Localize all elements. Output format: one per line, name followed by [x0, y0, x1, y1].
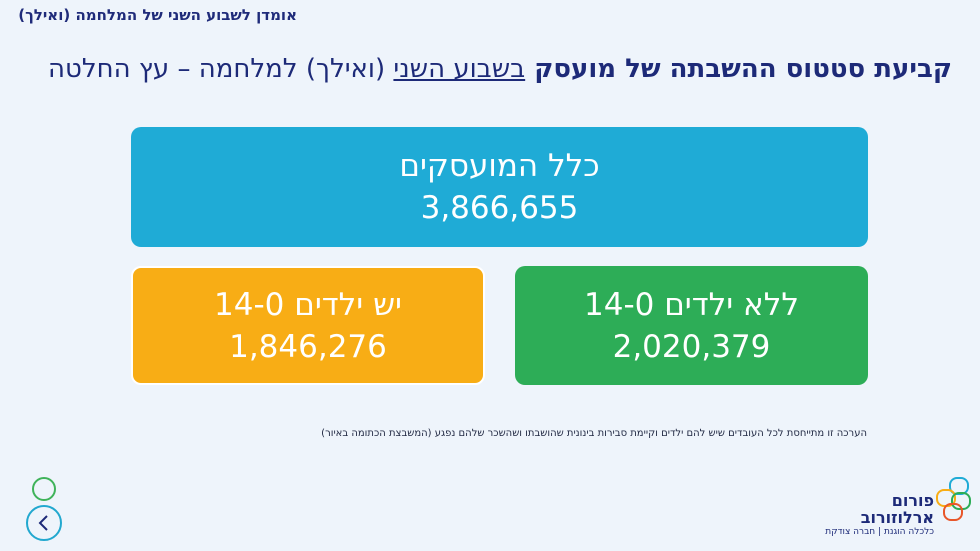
all-employees-label: כלל המועסקים — [399, 148, 600, 184]
page-title: קביעת סטטוס ההשבתה של מועסק בשבוע השני (… — [22, 54, 952, 84]
logo-name-line-1: פורום — [891, 491, 934, 510]
all-employees-box: כלל המועסקים 3,866,655 — [131, 127, 868, 247]
without-kids-box: ללא ילדים 14-0 2,020,379 — [515, 266, 868, 385]
with-kids-box: יש ילדים 14-0 1,846,276 — [131, 266, 485, 385]
with-kids-value: 1,846,276 — [229, 328, 387, 365]
logo-tagline: כלכלה הוגנת | חברה צודקת — [825, 527, 934, 537]
logo-name-line-2: ארלוזורוב — [860, 508, 934, 527]
back-button[interactable] — [26, 505, 62, 541]
circle-icon[interactable] — [32, 477, 56, 501]
title-part-3: (ואילך) למלחמה – עץ החלטה — [48, 54, 394, 84]
without-kids-value: 2,020,379 — [612, 328, 771, 365]
without-kids-label: ללא ילדים 14-0 — [584, 286, 800, 323]
all-employees-value: 3,866,655 — [420, 190, 579, 226]
title-part-1: קביעת סטטוס ההשבתה של מועסק — [525, 54, 952, 84]
chevron-left-icon — [38, 515, 48, 531]
logo: פורום ארלוזורוב כלכלה הוגנת | חברה צודקת — [814, 492, 934, 538]
logo-mark-icon — [936, 477, 971, 521]
title-part-2: בשבוע השני — [393, 54, 526, 84]
section-header: אומדן לשבוע השני של המלחמה (ואילך) — [18, 6, 297, 24]
footnote: הערכה זו מתייחסת לכל העובדים שיש להם ילד… — [321, 428, 867, 439]
with-kids-label: יש ילדים 14-0 — [214, 286, 402, 323]
